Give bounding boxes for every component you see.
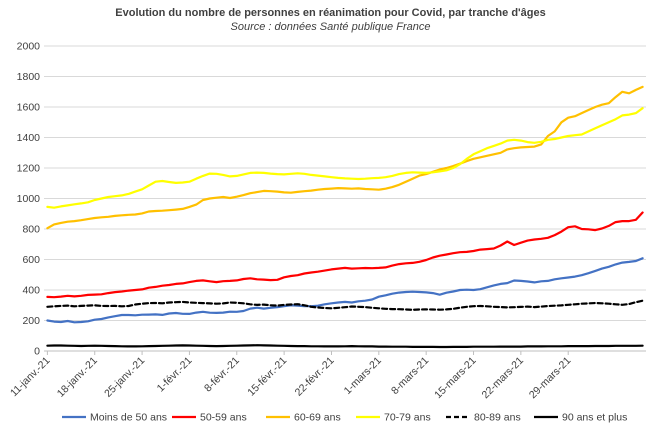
x-tick-label: 1-mars-21 — [342, 355, 384, 397]
chart-title: Evolution du nombre de personnes en réan… — [115, 7, 546, 19]
legend-label-5: 80-89 ans — [474, 412, 521, 424]
legend-label-6: 90 ans et plus — [562, 412, 627, 424]
y-tick-label: 800 — [22, 224, 40, 236]
y-tick-label: 0 — [34, 346, 40, 358]
series-line-5 — [46, 299, 644, 311]
y-tick-label: 200 — [22, 315, 40, 327]
x-tick-label: 8-mars-21 — [389, 355, 431, 397]
series-line-2 — [46, 211, 644, 299]
legend-label-1: Moins de 50 ans — [90, 412, 167, 424]
legend-label-2: 50-59 ans — [200, 412, 247, 424]
series-line-3 — [46, 85, 644, 230]
x-tick-label: 11-janv.-21 — [8, 355, 53, 400]
y-tick-label: 1000 — [17, 193, 41, 205]
y-tick-label: 600 — [22, 254, 40, 266]
x-tick-label: 1-févr.-21 — [155, 355, 195, 395]
x-tick-label: 29-mars-21 — [527, 355, 574, 402]
legend-label-3: 60-69 ans — [294, 412, 341, 424]
y-tick-label: 400 — [22, 285, 40, 297]
x-tick-label: 18-janv.-21 — [55, 355, 100, 400]
y-tick-label: 1200 — [17, 163, 41, 175]
legend-label-4: 70-79 ans — [384, 412, 431, 424]
series-line-1 — [46, 257, 644, 324]
x-tick-label: 22-mars-21 — [480, 355, 527, 402]
y-tick-label: 2000 — [17, 41, 41, 53]
x-tick-label: 15-févr.-21 — [245, 355, 289, 399]
x-tick-label: 15-mars-21 — [432, 355, 479, 402]
chart-subtitle: Source : données Santé publique France — [230, 21, 431, 33]
y-tick-label: 1400 — [17, 132, 41, 144]
y-tick-label: 1600 — [17, 102, 41, 114]
x-tick-label: 8-févr.-21 — [202, 355, 242, 395]
x-tick-label: 22-févr.-21 — [293, 355, 337, 399]
series-line-6 — [46, 344, 644, 349]
series-line-4 — [46, 107, 644, 209]
y-tick-label: 1800 — [17, 71, 41, 83]
x-tick-label: 25-janv.-21 — [102, 355, 147, 400]
